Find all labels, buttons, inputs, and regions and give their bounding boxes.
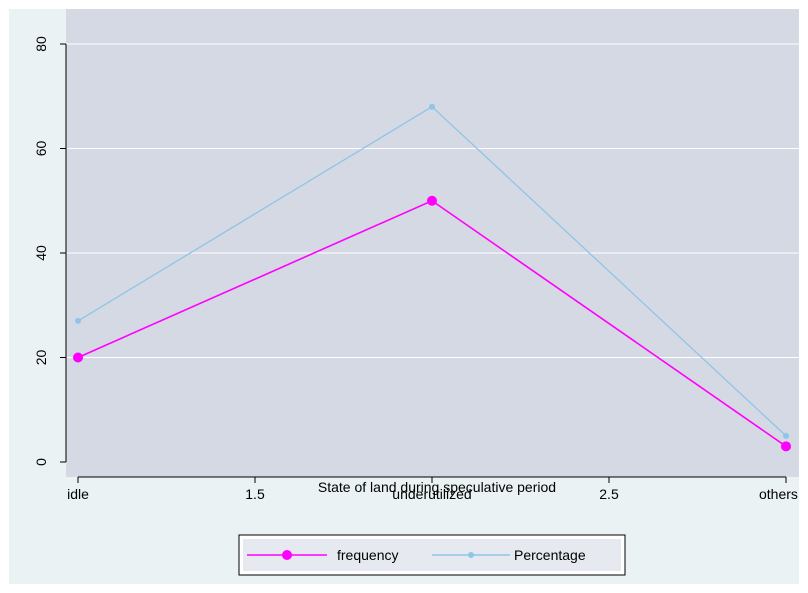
y-ticks: 0 20 40 60 80: [33, 36, 66, 466]
y-tick-label-4: 80: [33, 36, 49, 52]
x-tick-label-0: idle: [67, 486, 89, 502]
point-percentage-0: [75, 317, 81, 324]
x-axis-title: State of land during speculative period: [318, 479, 556, 495]
point-percentage-2: [783, 432, 789, 439]
plot-area: [66, 9, 799, 477]
y-tick-label-0: 0: [33, 458, 49, 466]
grid-lines: [66, 43, 799, 358]
legend-label-frequency: frequency: [337, 547, 398, 563]
y-tick-label-2: 40: [33, 245, 49, 261]
x-tick-label-2: underutilized: [392, 486, 471, 502]
legend-label-percentage: Percentage: [514, 547, 586, 563]
x-ticks: idle 1.5 underutilized 2.5 others: [67, 477, 798, 502]
x-tick-label-1: 1.5: [245, 486, 265, 502]
x-tick-label-3: 2.5: [599, 486, 619, 502]
series-layer: [73, 103, 791, 452]
point-frequency-0: [73, 352, 83, 363]
point-frequency-1: [427, 195, 437, 206]
legend-marker-percentage: [468, 552, 474, 558]
point-frequency-2: [781, 441, 791, 452]
x-tick-label-4: others: [759, 486, 798, 502]
legend: frequency Percentage: [238, 534, 626, 576]
y-tick-label-3: 60: [33, 141, 49, 157]
y-tick-label-1: 20: [33, 350, 49, 366]
legend-marker-frequency: [282, 550, 292, 560]
point-percentage-1: [429, 103, 435, 110]
